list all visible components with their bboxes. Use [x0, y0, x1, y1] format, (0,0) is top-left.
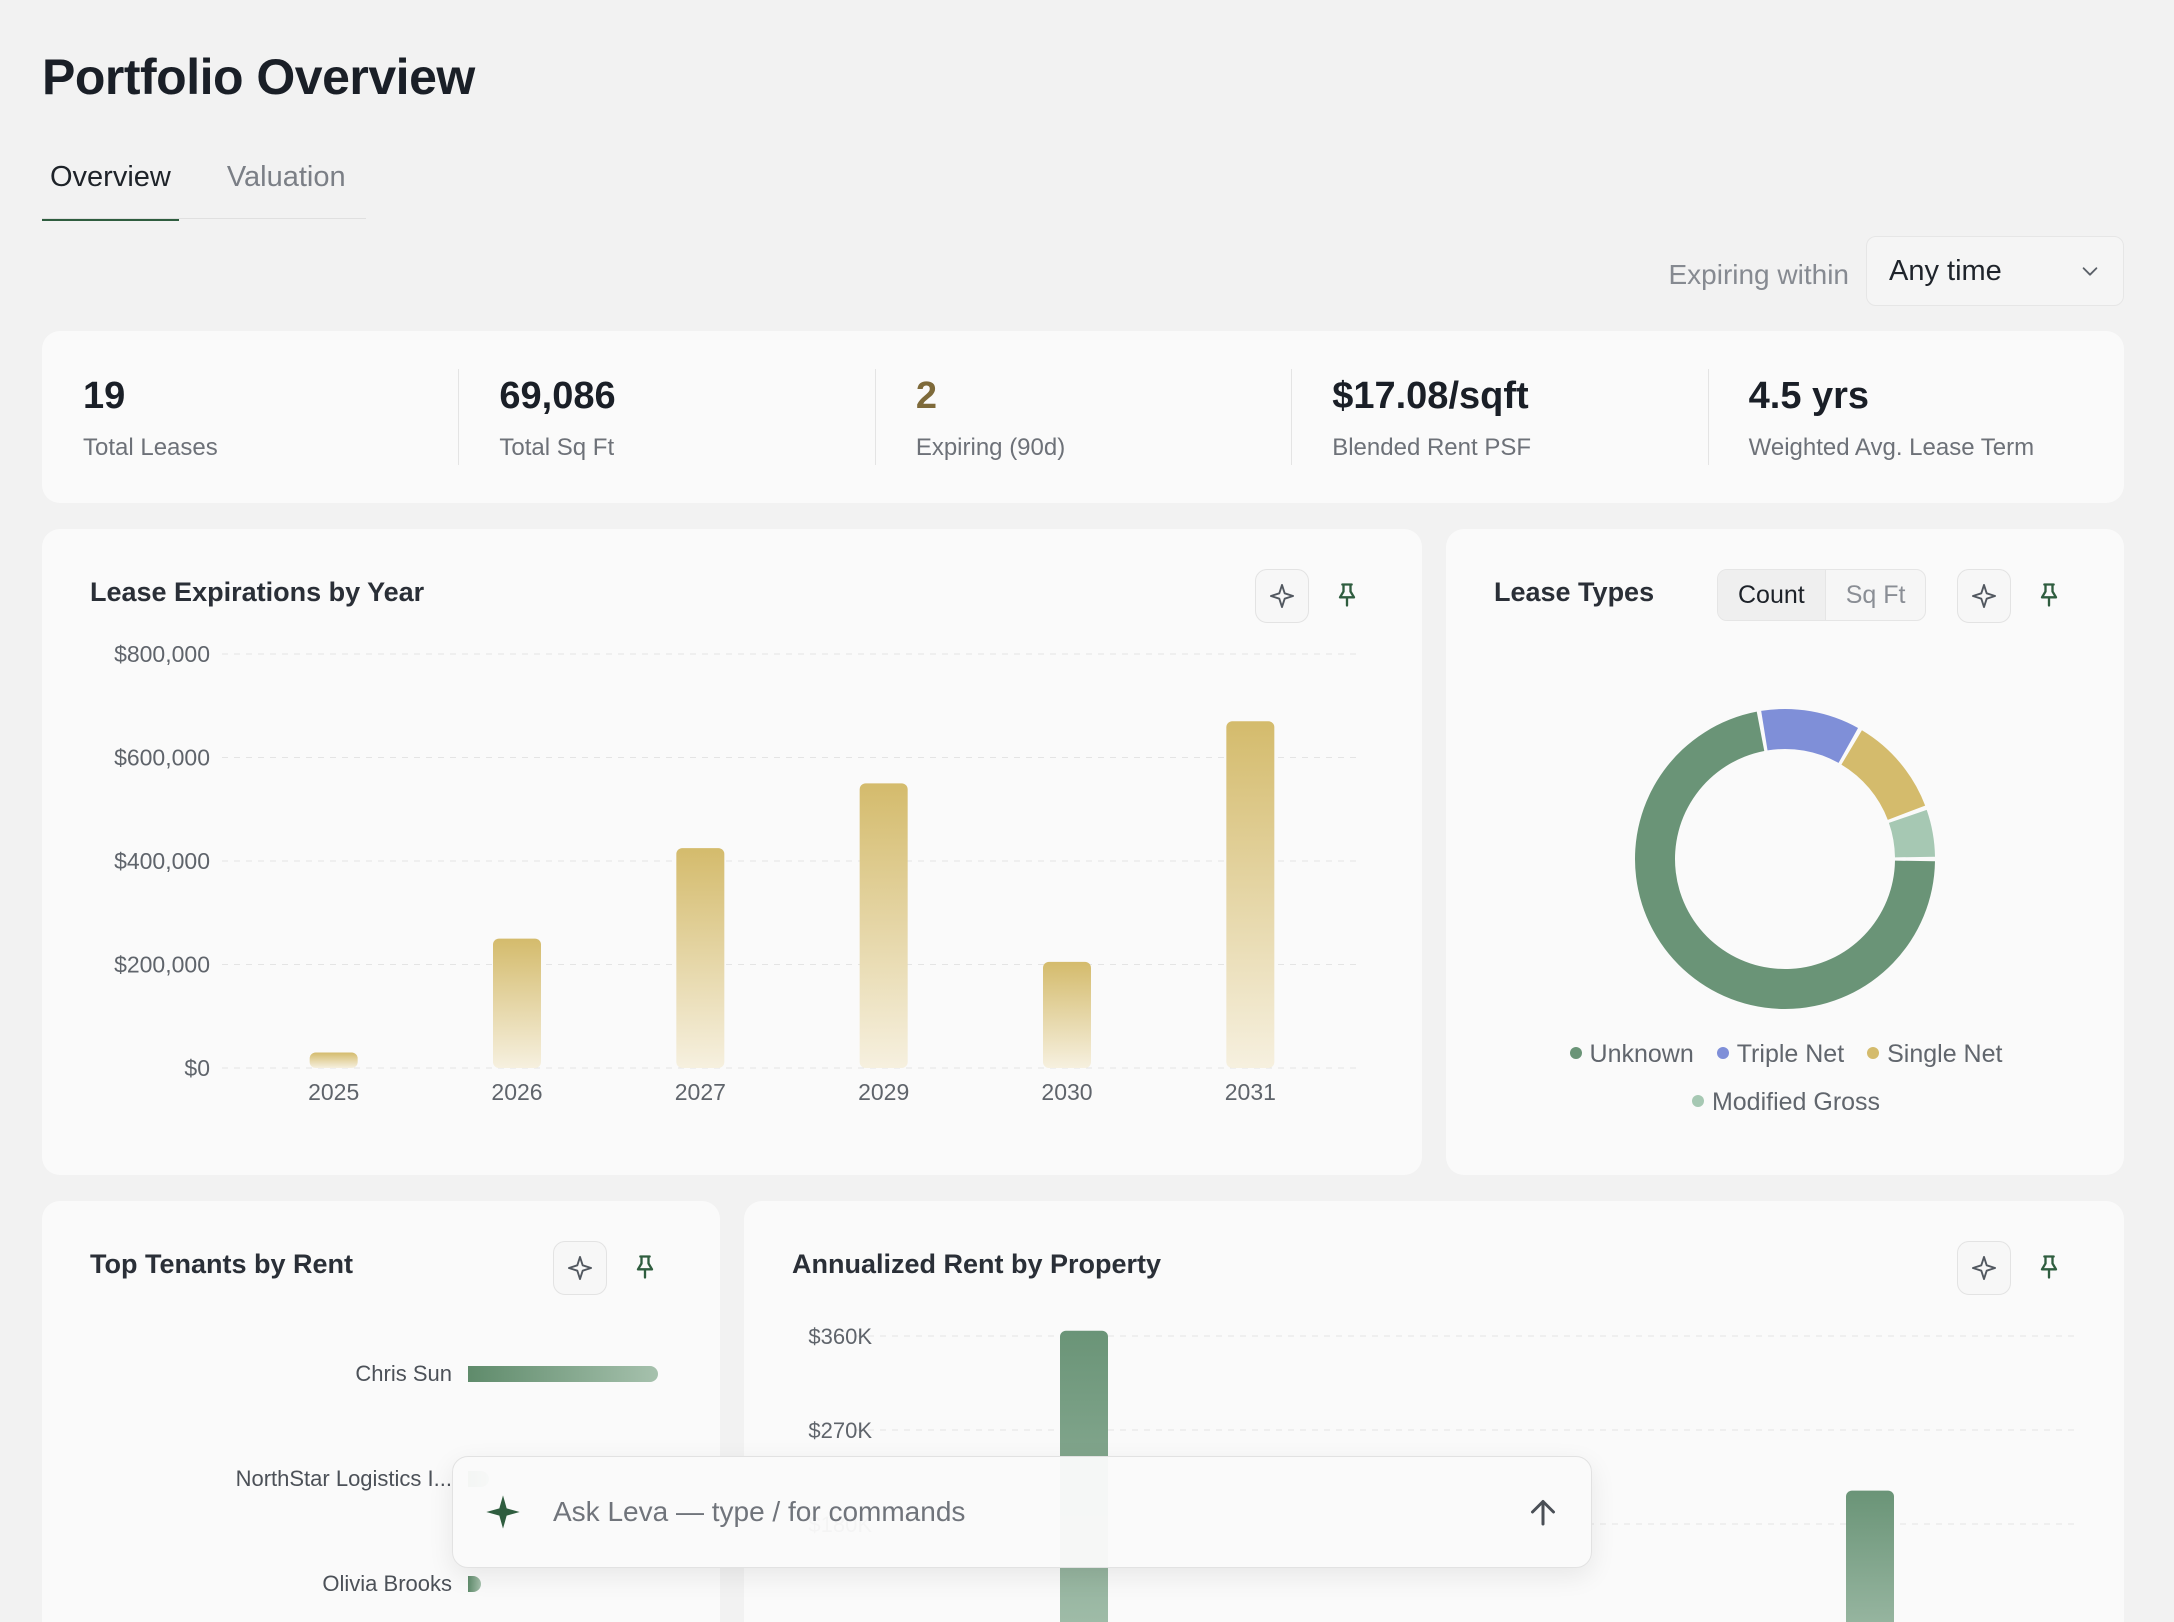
kpi-expiring-90d: 2 Expiring (90d) [874, 331, 1291, 503]
card-title: Lease Types [1494, 577, 1655, 607]
legend-dot [1569, 1047, 1582, 1060]
x-tick-label: 2025 [308, 1079, 359, 1105]
tenant-rent-bar[interactable] [468, 1576, 482, 1592]
donut-slice[interactable] [1888, 809, 1935, 858]
kpi-summary-card: 19 Total Leases 69,086 Total Sq Ft 2 Exp… [42, 331, 2124, 503]
y-tick-label: $360K [808, 1324, 872, 1349]
pin-button[interactable] [2031, 1249, 2067, 1285]
kpi-label: Expiring (90d) [915, 434, 1066, 461]
bar[interactable] [309, 1052, 358, 1068]
kpi-value: 2 [915, 375, 937, 417]
tenant-name: NorthStar Logistics I... [235, 1466, 452, 1491]
lease-types-donut-chart [1635, 709, 1935, 1009]
expiring-filter-label: Expiring within [1668, 259, 1849, 290]
send-arrow-icon[interactable] [1525, 1494, 1561, 1530]
kpi-label: Total Sq Ft [499, 434, 615, 461]
ai-insight-button[interactable] [1957, 569, 2011, 623]
kpi-label: Blended Rent PSF [1332, 434, 1532, 461]
card-title: Lease Expirations by Year [90, 577, 425, 607]
kpi-total-sq-ft: 69,086 Total Sq Ft [458, 331, 874, 503]
lease-types-card: Lease Types Count Sq Ft [1446, 529, 2124, 1175]
ai-insight-button[interactable] [1255, 569, 1309, 623]
bar[interactable] [1043, 961, 1091, 1068]
kpi-weighted-avg-lease-term: 4.5 yrs Weighted Avg. Lease Term [1707, 331, 2124, 503]
legend-dot [1691, 1095, 1704, 1108]
card-title: Top Tenants by Rent [90, 1249, 353, 1279]
toggle-sq-ft[interactable]: Sq Ft [1824, 570, 1926, 620]
y-tick-label: $400,000 [114, 848, 210, 874]
toggle-count[interactable]: Count [1718, 570, 1825, 620]
lease-types-legend: Unknown Triple Net Single Net Modified G… [1446, 1030, 2126, 1126]
tenant-name: Chris Sun [355, 1361, 452, 1386]
donut-slice[interactable] [1841, 730, 1926, 820]
bar[interactable] [859, 783, 908, 1068]
tab-bar: Overview Valuation [42, 155, 354, 221]
sparkle-icon [1971, 583, 1997, 609]
tabs-divider [42, 218, 366, 219]
pin-icon [1338, 583, 1356, 607]
pin-button[interactable] [1329, 577, 1365, 613]
y-tick-label: $200,000 [114, 952, 210, 978]
legend-dot [1716, 1047, 1729, 1060]
pin-icon [636, 1255, 654, 1279]
kpi-total-leases: 19 Total Leases [42, 331, 458, 503]
lease-types-metric-toggle: Count Sq Ft [1717, 569, 1927, 621]
lease-expirations-chart: $0 $200,000 $400,000 $600,000 $800,000 2025 20… [114, 641, 1362, 1105]
kpi-value: 19 [83, 375, 126, 417]
legend-label: Triple Net [1736, 1040, 1845, 1068]
page-title: Portfolio Overview [42, 49, 475, 105]
bar[interactable] [493, 938, 541, 1068]
legend-dot [1867, 1047, 1880, 1060]
pin-icon [2040, 1255, 2058, 1279]
tenant-row[interactable]: Chris Sun [132, 1359, 692, 1389]
pin-icon [2040, 583, 2058, 607]
sparkle-icon [486, 1495, 520, 1529]
bar[interactable] [1846, 1490, 1894, 1622]
tab-overview[interactable]: Overview [42, 155, 179, 221]
legend-item-modified-gross: Modified Gross [1691, 1078, 1881, 1126]
tenant-rent-bar[interactable] [468, 1366, 658, 1382]
sparkle-icon [1269, 583, 1295, 609]
legend-label: Single Net [1887, 1040, 2003, 1068]
expiring-filter-select[interactable]: Any time [1866, 236, 2124, 306]
kpi-value: 4.5 yrs [1748, 375, 1870, 417]
tab-valuation[interactable]: Valuation [226, 161, 346, 193]
ai-insight-button[interactable] [553, 1241, 607, 1295]
x-tick-label: 2031 [1225, 1079, 1276, 1105]
pin-button[interactable] [627, 1249, 663, 1285]
kpi-label: Total Leases [83, 434, 218, 461]
lease-expirations-card: Lease Expirations by Year $0 $200,000 $400… [42, 529, 1422, 1175]
legend-item-unknown: Unknown [1569, 1030, 1694, 1078]
card-title: Annualized Rent by Property [792, 1249, 1162, 1279]
y-tick-label: $0 [184, 1055, 210, 1081]
kpi-value: 69,086 [499, 375, 616, 417]
x-tick-label: 2027 [675, 1079, 726, 1105]
legend-label: Modified Gross [1711, 1088, 1881, 1116]
x-tick-label: 2029 [858, 1079, 909, 1105]
expiring-filter-value: Any time [1889, 254, 2002, 287]
sparkle-icon [567, 1255, 593, 1281]
legend-item-triple-net: Triple Net [1716, 1030, 1845, 1078]
bar[interactable] [676, 848, 725, 1068]
y-tick-label: $600,000 [114, 745, 210, 771]
legend-item-single-net: Single Net [1867, 1030, 2002, 1078]
kpi-value: $17.08/sqft [1332, 375, 1529, 417]
ai-insight-button[interactable] [1957, 1241, 2011, 1295]
assistant-command-bar [452, 1456, 1592, 1568]
x-tick-label: 2030 [1041, 1079, 1092, 1105]
pin-button[interactable] [2031, 577, 2067, 613]
assistant-input[interactable] [553, 1496, 1525, 1528]
kpi-blended-rent-psf: $17.08/sqft Blended Rent PSF [1291, 331, 1707, 503]
tenant-row[interactable]: Olivia Brooks [132, 1569, 692, 1599]
chevron-down-icon [2082, 267, 2098, 276]
legend-label: Unknown [1589, 1040, 1694, 1068]
tenant-name: Olivia Brooks [322, 1571, 452, 1596]
donut-slice[interactable] [1761, 709, 1859, 763]
bar[interactable] [1226, 721, 1275, 1068]
sparkle-icon [1971, 1255, 1997, 1281]
y-tick-label: $800,000 [114, 641, 210, 667]
kpi-label: Weighted Avg. Lease Term [1748, 434, 2035, 461]
y-tick-label: $270K [808, 1418, 872, 1443]
x-tick-label: 2026 [491, 1079, 542, 1105]
